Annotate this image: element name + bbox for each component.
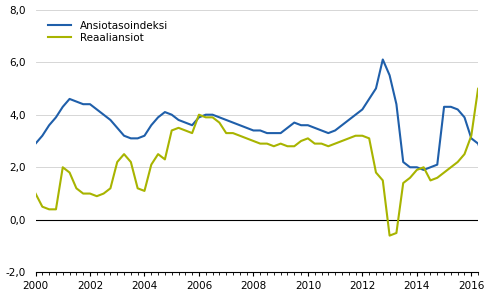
- Line: Ansiotasoindeksi: Ansiotasoindeksi: [35, 59, 491, 186]
- Legend: Ansiotasoindeksi, Reaaliansiot: Ansiotasoindeksi, Reaaliansiot: [45, 18, 171, 46]
- Reaaliansiot: [475, 87, 481, 90]
- Reaaliansiot: [407, 176, 413, 180]
- Ansiotasoindeksi: [53, 116, 59, 119]
- Reaaliansiot: [53, 208, 59, 211]
- Ansiotasoindeksi: [32, 142, 38, 146]
- Ansiotasoindeksi: [380, 58, 386, 61]
- Ansiotasoindeksi: [414, 165, 420, 169]
- Ansiotasoindeksi: [80, 102, 86, 106]
- Reaaliansiot: [203, 116, 209, 119]
- Ansiotasoindeksi: [203, 113, 209, 116]
- Reaaliansiot: [359, 134, 365, 138]
- Line: Reaaliansiot: Reaaliansiot: [35, 89, 491, 253]
- Reaaliansiot: [80, 192, 86, 195]
- Reaaliansiot: [32, 192, 38, 195]
- Ansiotasoindeksi: [359, 108, 365, 111]
